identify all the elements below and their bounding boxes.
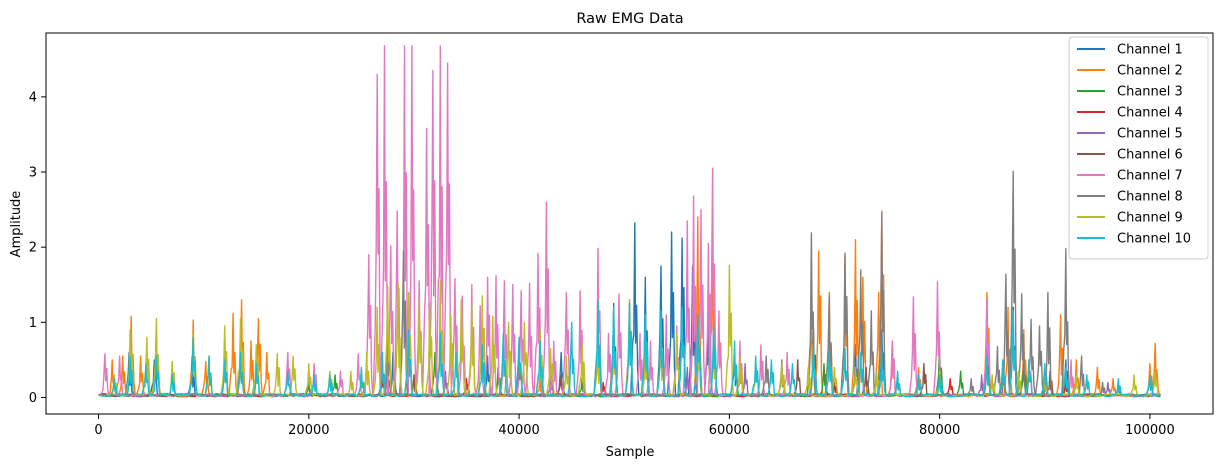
x-axis-title: Sample bbox=[606, 445, 655, 460]
series-layer bbox=[98, 45, 1161, 398]
legend-box bbox=[1068, 36, 1209, 260]
y-tick-label: 4 bbox=[29, 90, 37, 105]
y-axis-title: Amplitude bbox=[9, 191, 24, 258]
y-tick-label: 1 bbox=[29, 316, 37, 331]
legend-label-channel-9: Channel 9 bbox=[1117, 211, 1183, 226]
legend-label-channel-3: Channel 3 bbox=[1117, 85, 1183, 100]
x-tick-label: 0 bbox=[94, 423, 102, 438]
y-tick-label: 2 bbox=[29, 241, 37, 256]
y-tick-label: 3 bbox=[29, 166, 37, 181]
legend-label-channel-1: Channel 1 bbox=[1117, 43, 1183, 58]
legend-label-channel-4: Channel 4 bbox=[1117, 106, 1183, 121]
x-tick-label: 60000 bbox=[709, 423, 750, 438]
x-tick-label: 40000 bbox=[498, 423, 539, 438]
x-tick-label: 80000 bbox=[919, 423, 960, 438]
y-tick-label: 0 bbox=[29, 391, 37, 406]
legend-label-channel-7: Channel 7 bbox=[1117, 169, 1183, 184]
series-line-channel-10 bbox=[98, 300, 1161, 398]
legend-label-channel-6: Channel 6 bbox=[1117, 148, 1183, 163]
y-axis: 0 1 2 3 4 bbox=[29, 90, 46, 406]
legend: Channel 1 Channel 2 Channel 3 Channel 4 Chan… bbox=[1068, 36, 1209, 260]
chart-title: Raw EMG Data bbox=[576, 11, 683, 27]
legend-label-channel-2: Channel 2 bbox=[1117, 64, 1183, 79]
legend-label-channel-8: Channel 8 bbox=[1117, 190, 1183, 205]
x-tick-label: 20000 bbox=[288, 423, 329, 438]
legend-label-channel-10: Channel 10 bbox=[1117, 232, 1191, 247]
x-tick-label: 100000 bbox=[1125, 423, 1175, 438]
legend-label-channel-5: Channel 5 bbox=[1117, 127, 1183, 142]
plot-frame bbox=[45, 32, 1214, 415]
x-axis: 0 20000 40000 60000 80000 100000 bbox=[94, 414, 1175, 438]
series-line-channel-7 bbox=[98, 45, 1161, 398]
